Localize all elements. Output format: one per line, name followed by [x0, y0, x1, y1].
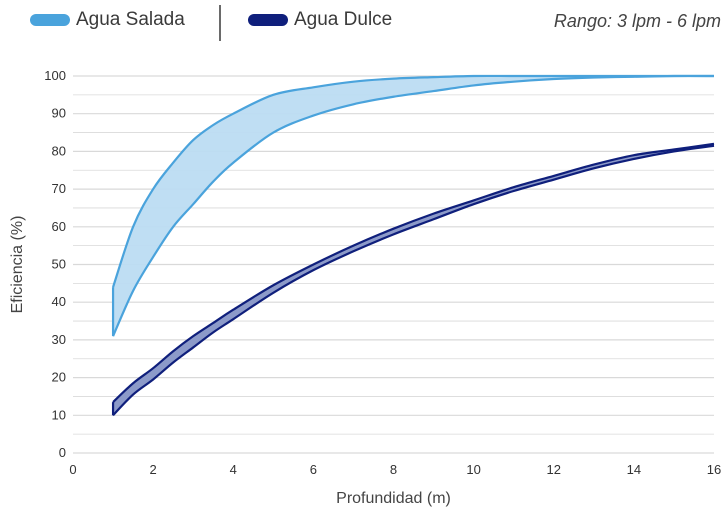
- x-tick-label: 2: [150, 462, 157, 477]
- x-tick-label: 6: [310, 462, 317, 477]
- legend: Agua Salada Agua Dulce Rango: 3 lpm - 6 …: [0, 0, 727, 46]
- x-tick-label: 0: [69, 462, 76, 477]
- y-tick-label: 50: [52, 257, 66, 272]
- x-tick-label: 16: [707, 462, 721, 477]
- chart-area: 0 10 20 30 40 50 60 70 80 90 100 0 2 4 6 8 10 12 14 16 Prof…: [9, 68, 721, 507]
- x-tick-label: 12: [547, 462, 561, 477]
- legend-item-fresh-water: Agua Dulce: [248, 9, 392, 31]
- y-tick-label: 30: [52, 332, 66, 347]
- x-tick-label: 8: [390, 462, 397, 477]
- tick-labels: 0 10 20 30 40 50 60 70 80 90 100 0 2 4 6 8 10 12 14 16: [44, 68, 721, 477]
- x-tick-label: 10: [466, 462, 480, 477]
- y-axis-label: Eficiencia (%): [9, 216, 26, 314]
- x-tick-label: 14: [627, 462, 641, 477]
- y-tick-label: 80: [52, 143, 66, 158]
- legend-swatch-salt-water: [30, 14, 70, 26]
- y-tick-label: 10: [52, 407, 66, 422]
- y-tick-label: 70: [52, 181, 66, 196]
- y-tick-label: 60: [52, 219, 66, 234]
- legend-item-salt-water: Agua Salada: [30, 9, 185, 31]
- x-axis-label: Profundidad (m): [336, 490, 451, 507]
- grid: [73, 75, 714, 454]
- y-tick-label: 40: [52, 294, 66, 309]
- x-tick-label: 4: [230, 462, 237, 477]
- y-tick-label: 90: [52, 106, 66, 121]
- range-note: Rango: 3 lpm - 6 lpm: [553, 11, 721, 31]
- band-salt-water: [113, 75, 714, 337]
- legend-label-salt-water: Agua Salada: [76, 9, 185, 30]
- line-upper-fresh-water: [112, 142, 715, 403]
- series-layer: [111, 74, 715, 417]
- line-lower-fresh-water: [112, 144, 715, 417]
- y-tick-label: 100: [44, 68, 66, 83]
- line-lower-salt-water: [112, 74, 715, 337]
- legend-swatch-fresh-water: [248, 14, 288, 26]
- line-upper-salt-water: [112, 74, 714, 288]
- legend-divider: [219, 5, 221, 41]
- legend-label-fresh-water: Agua Dulce: [294, 9, 393, 30]
- y-tick-label: 20: [52, 370, 66, 385]
- y-tick-label: 0: [59, 445, 66, 460]
